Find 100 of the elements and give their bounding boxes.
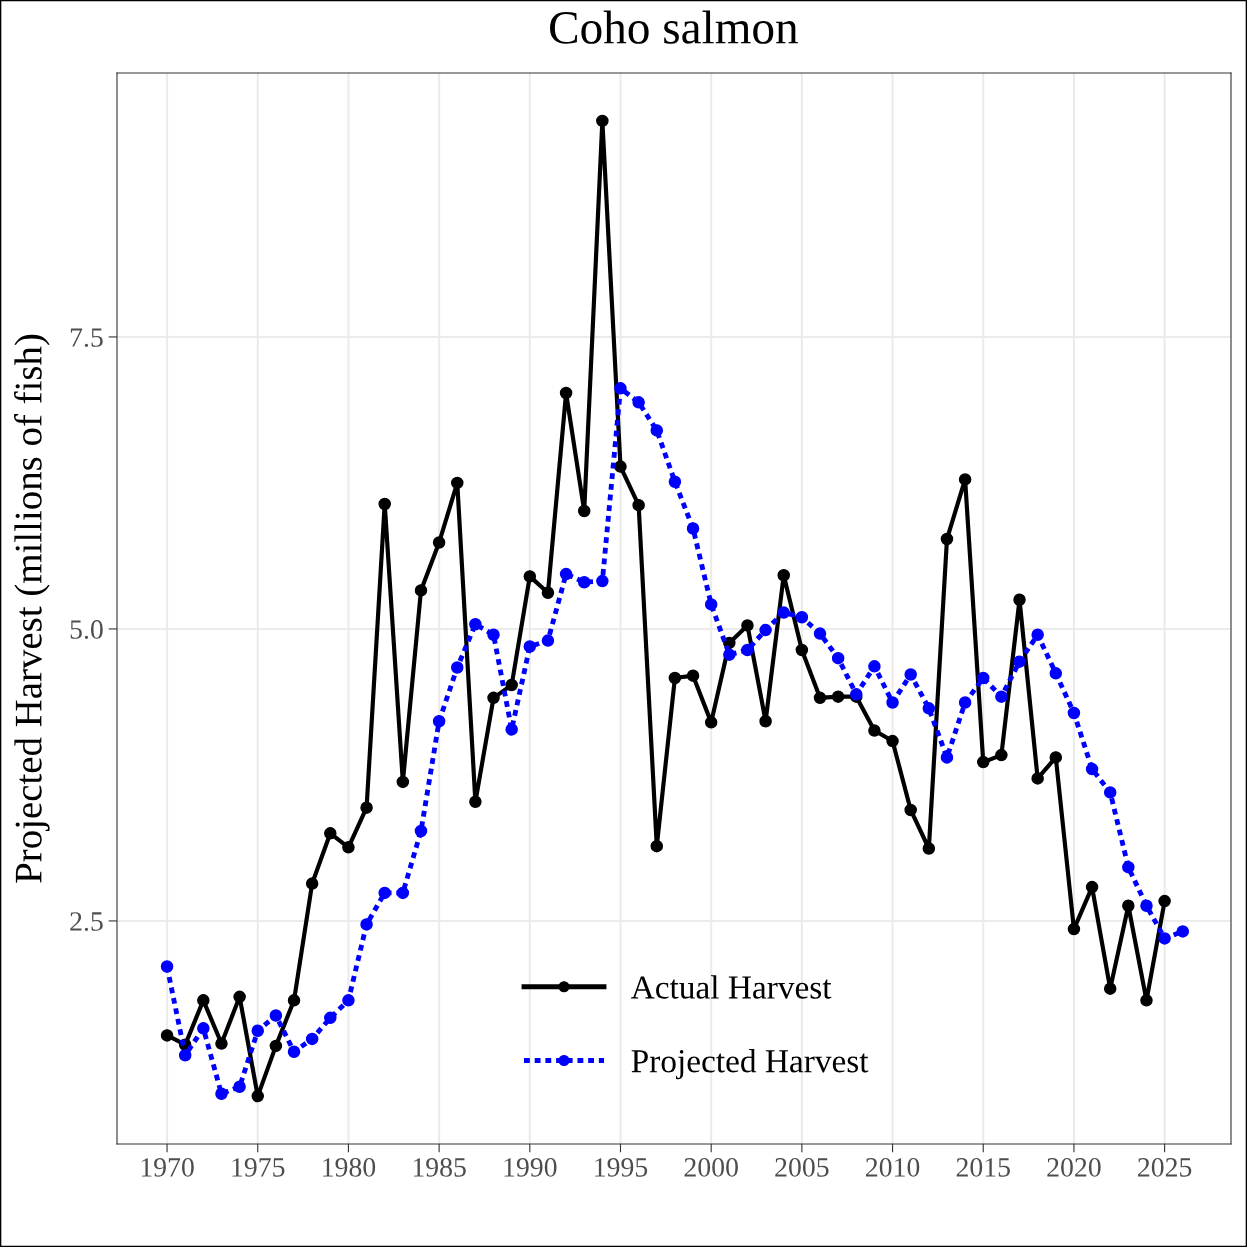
chart-title: Coho salmon <box>550 10 798 44</box>
x-tick-label: 2020 <box>1047 1158 1101 1177</box>
point <box>305 1032 319 1046</box>
point <box>1158 894 1171 908</box>
point <box>777 606 790 619</box>
point <box>1140 899 1153 912</box>
point <box>650 839 664 853</box>
point <box>541 586 555 599</box>
x-tick-label: 1985 <box>413 1158 466 1177</box>
point <box>324 1011 337 1025</box>
y-tick-label: 2.5 <box>70 912 103 931</box>
point <box>505 678 518 692</box>
point <box>704 716 718 729</box>
point <box>287 1045 301 1058</box>
point <box>251 1089 264 1103</box>
x-tick-label: 2000 <box>684 1158 738 1177</box>
point <box>686 669 700 682</box>
point <box>614 382 627 395</box>
point <box>922 842 936 855</box>
point <box>1103 786 1117 799</box>
x-tick-label: 2025 <box>1138 1158 1192 1177</box>
point <box>269 1039 283 1053</box>
point <box>922 702 936 715</box>
point <box>723 648 736 661</box>
point <box>451 476 464 490</box>
point <box>378 886 391 900</box>
point <box>1140 994 1153 1007</box>
point <box>160 960 174 973</box>
point <box>559 386 573 400</box>
point <box>904 803 917 817</box>
point <box>632 396 645 409</box>
point <box>596 114 609 128</box>
point <box>342 841 355 854</box>
point <box>396 775 410 789</box>
point <box>342 994 355 1007</box>
point <box>360 918 373 931</box>
x-tick-label: 1990 <box>504 1158 557 1177</box>
point <box>523 570 537 583</box>
x-tick-label: 2010 <box>866 1158 920 1177</box>
point <box>251 1024 264 1037</box>
point <box>287 994 301 1007</box>
point <box>469 795 482 809</box>
point <box>523 640 537 653</box>
point <box>596 574 609 588</box>
y-tick-label: 7.5 <box>70 328 103 347</box>
point <box>976 671 990 685</box>
point <box>614 460 627 473</box>
point <box>650 424 664 437</box>
x-tick-label: 1980 <box>323 1158 376 1177</box>
point <box>831 690 845 703</box>
point <box>1031 772 1044 785</box>
point <box>233 1080 246 1094</box>
point <box>360 801 373 814</box>
point <box>904 668 917 681</box>
point <box>160 1029 174 1042</box>
point <box>396 886 410 900</box>
point <box>451 661 464 674</box>
point <box>831 651 845 665</box>
point <box>1122 899 1135 912</box>
point <box>432 714 446 728</box>
point <box>632 498 645 512</box>
point <box>1085 762 1099 776</box>
point <box>1103 982 1117 995</box>
point <box>197 1022 210 1035</box>
point <box>940 751 954 764</box>
point <box>414 824 428 838</box>
point <box>1067 922 1081 936</box>
point <box>940 532 954 546</box>
point <box>1158 932 1171 945</box>
point <box>178 1048 192 1062</box>
point <box>505 723 518 736</box>
point <box>1049 751 1063 764</box>
point <box>813 627 827 640</box>
point <box>1013 655 1026 668</box>
point <box>759 623 772 637</box>
point <box>233 990 246 1004</box>
point <box>886 696 899 709</box>
point <box>795 643 809 657</box>
point <box>958 696 972 709</box>
point <box>215 1087 228 1101</box>
point <box>741 643 754 657</box>
point <box>541 634 555 647</box>
point <box>1013 593 1026 606</box>
point <box>469 618 482 631</box>
legend-label: Projected Harvest <box>631 1049 869 1080</box>
point <box>305 877 319 890</box>
point <box>269 1009 283 1022</box>
point <box>741 619 754 632</box>
x-tick-label: 1995 <box>595 1158 648 1177</box>
point <box>868 724 881 737</box>
point <box>759 714 772 728</box>
point <box>215 1037 228 1050</box>
x-tick-label: 1975 <box>232 1158 285 1177</box>
point <box>577 575 591 589</box>
point <box>958 473 972 486</box>
point <box>1085 880 1099 894</box>
point <box>1067 706 1081 720</box>
point <box>976 755 990 769</box>
point <box>995 690 1008 703</box>
point <box>432 536 446 549</box>
